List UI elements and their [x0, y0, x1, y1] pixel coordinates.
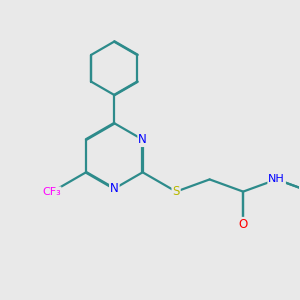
Text: O: O — [238, 218, 248, 231]
Text: NH: NH — [268, 174, 285, 184]
Text: S: S — [172, 185, 180, 198]
Text: N: N — [110, 182, 119, 195]
Text: CF₃: CF₃ — [42, 188, 61, 197]
Text: N: N — [138, 133, 147, 146]
